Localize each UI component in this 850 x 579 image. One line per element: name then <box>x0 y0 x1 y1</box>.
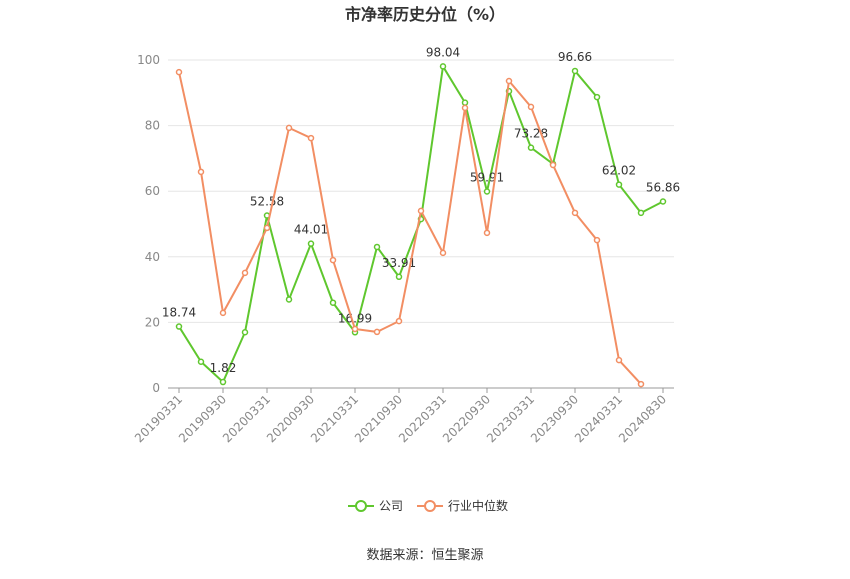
data-point <box>241 328 249 336</box>
data-point <box>307 134 315 142</box>
data-point <box>197 168 205 176</box>
data-point <box>527 144 535 151</box>
data-label: 62.02 <box>602 164 636 178</box>
data-point <box>241 269 249 277</box>
data-label: 16.99 <box>338 311 372 325</box>
data-point <box>219 378 227 386</box>
legend-marker <box>424 500 437 512</box>
data-point <box>285 296 293 303</box>
data-point <box>659 198 667 205</box>
data-point <box>417 207 425 215</box>
data-point <box>175 323 183 330</box>
data-point <box>263 224 271 232</box>
data-point <box>571 67 579 75</box>
data-label: 44.01 <box>294 223 328 237</box>
series-line <box>178 71 642 385</box>
legend-marker <box>355 500 367 512</box>
data-point <box>637 380 645 388</box>
data-point <box>329 256 337 264</box>
y-tick-label: 0 <box>152 381 160 395</box>
y-tick-label: 100 <box>137 53 160 67</box>
data-point <box>461 99 469 106</box>
source: 数据来源：恒生聚源 <box>366 548 483 563</box>
legend-item[interactable]: 行业中位数 <box>417 498 508 513</box>
data-point <box>439 249 447 257</box>
data-label: 52.58 <box>250 195 284 209</box>
data-label: 1.82 <box>210 361 237 375</box>
legend-item[interactable]: 公司 <box>348 499 403 513</box>
data-label: 18.74 <box>162 306 196 320</box>
data-point <box>593 93 601 101</box>
chart-title: 市净率历史分位（%） <box>345 5 505 24</box>
y-tick-label: 40 <box>145 250 160 264</box>
data-point <box>505 77 513 85</box>
data-point <box>197 358 205 366</box>
data-point <box>395 317 403 325</box>
data-point <box>483 229 491 237</box>
legend-label: 行业中位数 <box>448 498 508 513</box>
data-label: 96.66 <box>558 50 592 64</box>
data-point <box>351 325 359 333</box>
data-point <box>615 356 623 364</box>
x-tick-label: 20240830 <box>616 392 669 445</box>
data-label: 98.04 <box>426 45 460 59</box>
data-point <box>461 104 469 112</box>
data-label: 33.91 <box>382 256 416 270</box>
data-label: 59.91 <box>470 170 504 184</box>
data-point <box>395 273 403 281</box>
data-point <box>219 309 227 317</box>
y-tick-label: 60 <box>145 184 160 198</box>
data-point <box>285 124 293 132</box>
y-tick-label: 80 <box>145 119 160 133</box>
data-point <box>307 240 315 247</box>
data-point <box>527 103 535 111</box>
data-point <box>615 181 623 188</box>
data-point <box>593 236 601 244</box>
series-line <box>178 63 664 384</box>
data-point <box>571 209 579 217</box>
y-tick-label: 20 <box>145 315 160 329</box>
data-point <box>175 68 183 76</box>
data-point <box>439 63 447 70</box>
data-point <box>329 299 337 306</box>
data-point <box>373 243 381 251</box>
data-label: 56.86 <box>646 180 680 194</box>
data-point <box>373 328 381 336</box>
legend-label: 公司 <box>379 499 403 513</box>
data-point <box>637 209 645 217</box>
data-point <box>549 161 557 169</box>
data-point <box>483 188 491 195</box>
